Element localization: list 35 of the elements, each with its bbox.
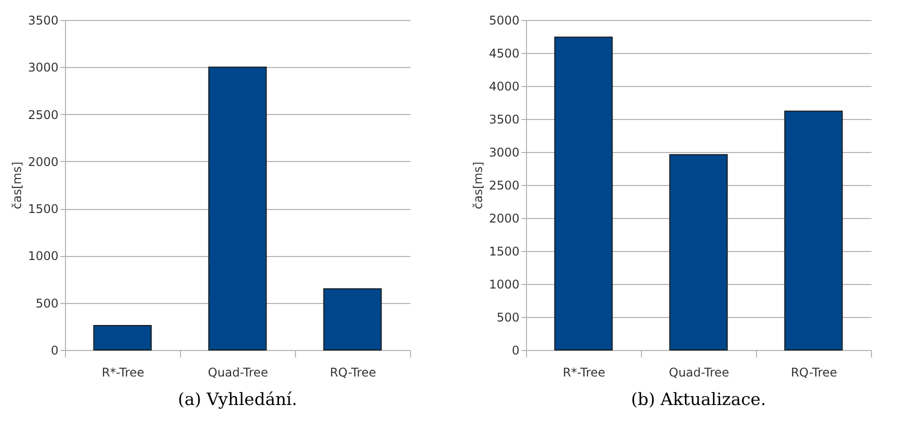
x-tick-label: Quad-Tree — [668, 366, 730, 380]
y-tick-label: 2500 — [488, 178, 520, 192]
x-tick-label: Quad-Tree — [208, 366, 268, 380]
bar — [554, 36, 613, 350]
y-tick-label: 3500 — [28, 14, 58, 28]
y-tick-label: 500 — [496, 310, 520, 324]
y-axis-title: čas[ms] — [10, 162, 24, 210]
y-tick-label: 500 — [36, 296, 58, 310]
y-tick-label: 0 — [50, 344, 58, 358]
y-tick-label: 5000 — [488, 14, 520, 28]
y-tick-label: 3500 — [488, 112, 520, 126]
y-tick-label: 2500 — [28, 108, 58, 122]
y-tick-label: 4000 — [488, 80, 520, 94]
text: (b) Aktualizace. — [631, 390, 766, 410]
bar — [208, 66, 267, 350]
y-tick-label: 1500 — [28, 202, 58, 216]
x-tick-label: R*-Tree — [562, 366, 606, 380]
y-tick-label: 3000 — [28, 60, 58, 75]
text: (a) Vyhledání. — [178, 390, 298, 410]
x-tick-label: RQ-Tree — [330, 366, 376, 380]
y-axis-title: čas[ms] — [470, 162, 485, 210]
bar — [669, 154, 728, 350]
y-tick-label: 1000 — [28, 249, 58, 264]
x-tick-label: R*-Tree — [102, 366, 144, 380]
y-tick-label: 2000 — [28, 154, 58, 169]
y-tick-label: 1500 — [488, 244, 520, 258]
y-tick-label: 1000 — [488, 278, 520, 292]
y-tick-label: 0 — [512, 344, 520, 358]
bar — [784, 110, 843, 350]
y-tick-label: 4500 — [488, 46, 520, 60]
bar — [323, 288, 382, 350]
y-tick-label: 3000 — [488, 146, 520, 160]
bar — [93, 324, 152, 350]
x-tick-label: RQ-Tree — [790, 366, 838, 380]
y-tick-label: 2000 — [488, 212, 520, 226]
